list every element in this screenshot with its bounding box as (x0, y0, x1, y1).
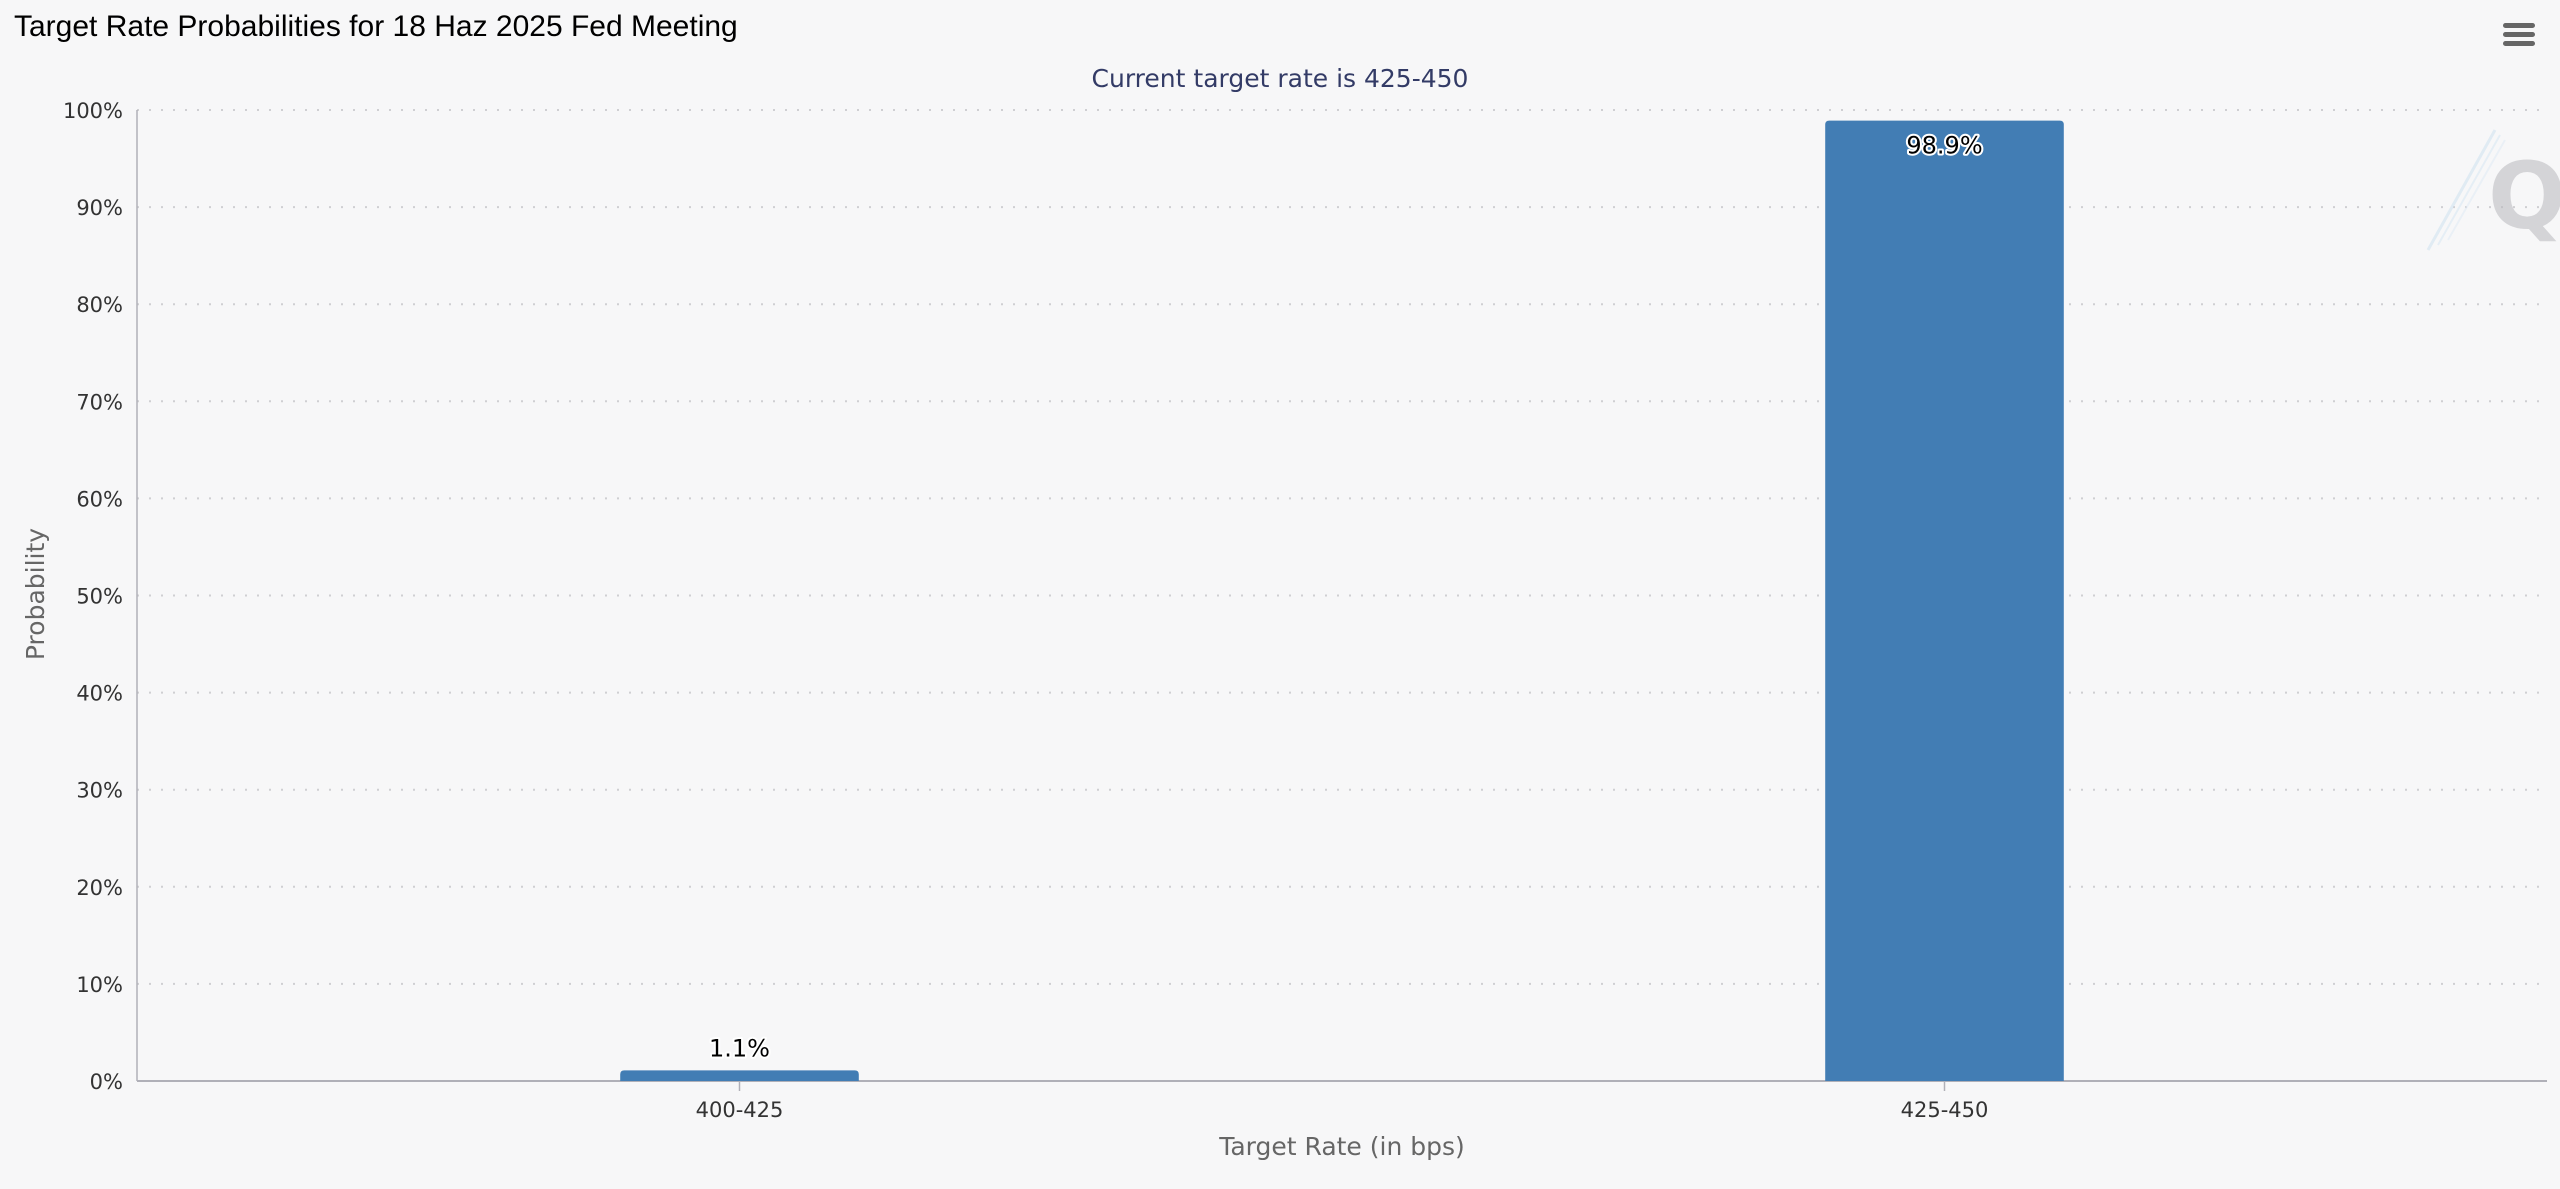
q-watermark-icon: Q (2426, 129, 2560, 251)
axes (136, 110, 2547, 1082)
bars (620, 120, 2064, 1081)
y-tick-label: 0% (90, 1070, 123, 1094)
data-label-425-450: 98.9% (1906, 132, 1982, 160)
x-axis-ticks: 400-425 425-450 (696, 1081, 1989, 1122)
y-tick-label: 20% (76, 876, 123, 900)
y-tick-label: 30% (76, 779, 123, 803)
y-tick-label: 10% (76, 973, 123, 997)
svg-text:Q: Q (2488, 143, 2560, 250)
data-label-400-425: 1.1% (709, 1034, 770, 1062)
y-tick-label: 70% (76, 390, 123, 414)
y-axis-title: Probability (21, 528, 50, 660)
x-axis-title: Target Rate (in bps) (1218, 1132, 1465, 1161)
y-tick-label: 60% (76, 487, 123, 511)
y-tick-label: 50% (76, 585, 123, 609)
x-tick-label: 400-425 (696, 1098, 784, 1122)
y-tick-label: 40% (76, 682, 123, 706)
data-labels: 1.1% 98.9% (707, 130, 1985, 1065)
hamburger-menu-icon (2503, 23, 2535, 46)
y-axis-ticks: 0% 10% 20% 30% 40% 50% 60% 70% 80% 90% 100% (63, 99, 123, 1094)
page-title: Target Rate Probabilities for 18 Haz 202… (14, 10, 738, 43)
y-tick-label: 90% (76, 196, 123, 220)
y-tick-label: 100% (63, 99, 123, 123)
x-tick-label: 425-450 (1901, 1098, 1989, 1122)
chart-subtitle: Current target rate is 425-450 (1092, 64, 1469, 93)
y-tick-label: 80% (76, 293, 123, 317)
gridlines (137, 109, 2547, 985)
bar-425-450[interactable] (1825, 120, 2064, 1081)
chart-menu-button[interactable] (2500, 18, 2538, 52)
bar-400-425[interactable] (620, 1070, 859, 1081)
